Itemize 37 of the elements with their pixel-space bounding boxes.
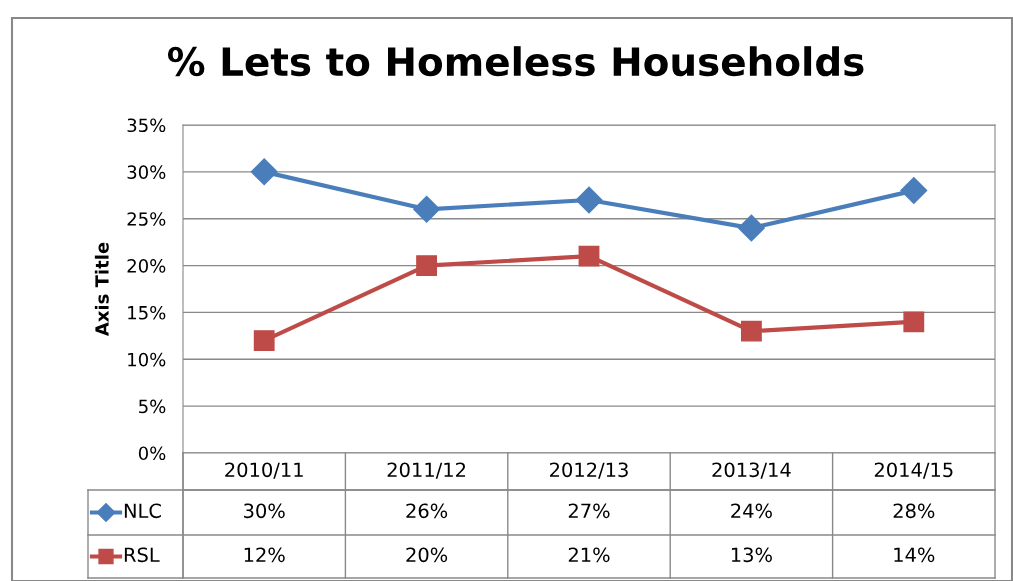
- y-tick-label: 10%: [128, 352, 166, 367]
- y-tick-label: 5%: [139, 399, 166, 414]
- point: [250, 158, 278, 186]
- point: [903, 311, 925, 333]
- point: [253, 330, 275, 351]
- x-tick-label: 2010/11: [225, 462, 303, 479]
- y-tick-label: 25%: [127, 212, 166, 226]
- x-tick-label: 2013/14: [712, 462, 791, 479]
- point: [413, 195, 441, 223]
- point: [578, 245, 600, 267]
- data-label: 30%: [244, 503, 285, 519]
- data-label: 24%: [731, 503, 772, 519]
- y-tick-label: 0%: [138, 446, 166, 461]
- y-tick-label: 15%: [128, 305, 166, 320]
- data-label: 26%: [406, 503, 448, 519]
- data-label: 14%: [894, 547, 935, 563]
- data-label: 27%: [568, 503, 610, 519]
- data-label: 13%: [731, 547, 772, 563]
- point: [575, 186, 603, 214]
- y-axis-title: Axis Title: [94, 242, 109, 337]
- data-label: 21%: [568, 547, 610, 563]
- legend-label: NLC: [124, 503, 161, 519]
- legend-label: RSL: [124, 547, 160, 563]
- point: [416, 255, 438, 276]
- x-tick-label: 2011/12: [387, 462, 466, 479]
- point: [740, 320, 762, 342]
- y-tick-label: 20%: [127, 259, 166, 273]
- x-tick-label: 2014/15: [874, 462, 953, 479]
- chart-title: % Lets to Homeless Households: [167, 46, 864, 77]
- y-tick-label: 35%: [127, 118, 166, 133]
- point: [900, 177, 928, 205]
- point: [737, 214, 765, 242]
- data-label: 12%: [244, 547, 285, 563]
- data-label: 28%: [893, 503, 935, 519]
- y-tick-label: 30%: [127, 165, 166, 179]
- x-tick-label: 2012/13: [550, 462, 628, 479]
- data-label: 20%: [406, 547, 448, 563]
